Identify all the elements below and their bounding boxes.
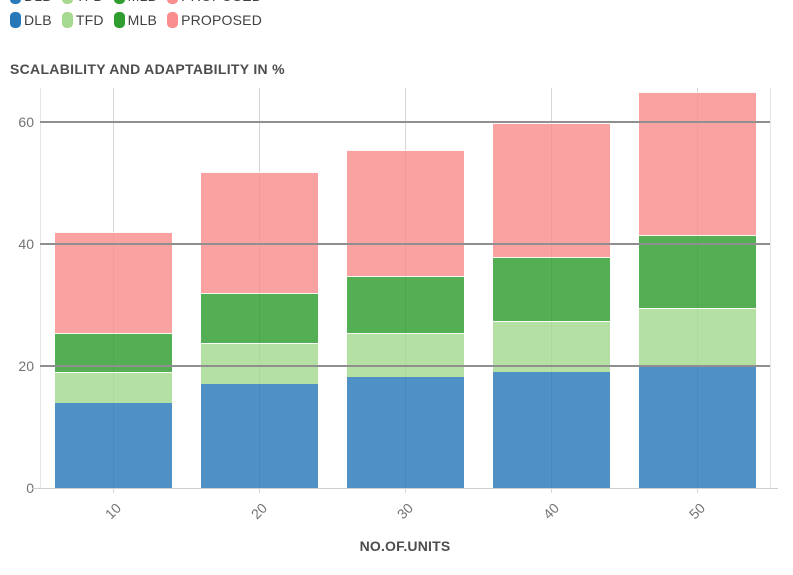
legend-item-label: MLB (127, 12, 158, 28)
legend-item-label: TFD (76, 0, 104, 4)
bar-segment-dlb-40[interactable] (492, 371, 610, 488)
bar-segment-tfd-10[interactable] (54, 371, 172, 403)
legend-swatch-icon (10, 0, 21, 4)
bar-segment-proposed-50[interactable] (638, 92, 756, 235)
y-tick-label: 20 (18, 357, 34, 374)
legend-item-mlb[interactable]: MLB (113, 12, 158, 28)
legend-swatch-icon (167, 12, 179, 28)
gridline-horizontal (40, 364, 770, 367)
bar-segment-mlb-20[interactable] (200, 292, 318, 344)
bar-segment-tfd-40[interactable] (492, 321, 610, 372)
legend-swatch-icon (113, 12, 125, 28)
y-tick-label: 60 (18, 113, 34, 130)
legend-item-tfd-ghost[interactable]: TFD (61, 0, 104, 4)
legend-row-ghost: DLB TFD MLB PROPOSED (0, 0, 793, 5)
plot-edge-line (40, 88, 41, 488)
legend-swatch-icon (61, 12, 73, 28)
legend-item-label: DLB (24, 12, 52, 28)
bar-segment-proposed-10[interactable] (54, 231, 172, 333)
bar-segment-tfd-20[interactable] (200, 343, 318, 385)
legend-cutoff-row: DLB TFD MLB PROPOSED (0, 0, 793, 5)
legend-item-dlb[interactable]: DLB (10, 12, 52, 28)
bar-segment-dlb-20[interactable] (200, 384, 318, 488)
legend-item-label: MLB (128, 0, 157, 4)
legend-item-proposed[interactable]: PROPOSED (167, 12, 262, 28)
bar-segment-mlb-40[interactable] (492, 256, 610, 322)
legend-swatch-icon (10, 12, 21, 28)
legend-item-label: PROPOSED (181, 12, 263, 28)
legend-item-label: TFD (75, 12, 104, 28)
plot-edge-line (770, 88, 771, 488)
legend-swatch-icon (113, 0, 125, 4)
bar-segment-mlb-50[interactable] (638, 234, 756, 308)
legend-item-mlb-ghost[interactable]: MLB (113, 0, 157, 4)
gridline-horizontal (40, 242, 770, 245)
bar-segment-proposed-20[interactable] (200, 171, 318, 293)
x-axis-title: NO.OF.UNITS (359, 538, 451, 554)
chart-title: SCALABILITY AND ADAPTABILITY IN % (10, 61, 285, 77)
y-tick-label: 40 (18, 235, 34, 252)
bar-segment-proposed-40[interactable] (492, 122, 610, 257)
bar-segment-dlb-30[interactable] (346, 376, 464, 488)
legend-item-label: DLB (24, 0, 52, 4)
legend-item-proposed-ghost[interactable]: PROPOSED (167, 0, 262, 4)
bar-segment-mlb-30[interactable] (346, 276, 464, 333)
plot-area (32, 88, 778, 493)
legend-item-label: PROPOSED (181, 0, 262, 4)
y-tick-label: 0 (26, 480, 34, 496)
legend-item-dlb-ghost[interactable]: DLB (10, 0, 52, 4)
bar-segment-tfd-50[interactable] (638, 307, 756, 366)
legend: DLB TFD MLB PROPOSED (0, 8, 262, 32)
x-axis-line (32, 488, 778, 489)
legend-swatch-icon (61, 0, 73, 4)
bar-segment-tfd-30[interactable] (346, 332, 464, 377)
legend-item-tfd[interactable]: TFD (61, 12, 104, 28)
bar-segment-dlb-10[interactable] (54, 402, 172, 488)
bar-segment-proposed-30[interactable] (346, 150, 464, 277)
legend-swatch-icon (167, 0, 179, 4)
bar-segment-dlb-50[interactable] (638, 365, 756, 488)
gridline-horizontal (40, 120, 770, 123)
